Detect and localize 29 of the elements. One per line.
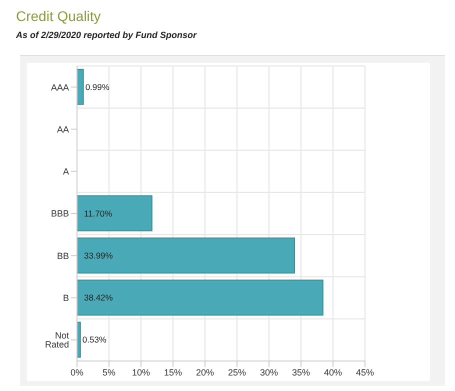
y-tick-label: AA	[56, 124, 69, 134]
x-tick-label: 40%	[324, 367, 342, 378]
y-tick-label: BB	[56, 250, 69, 261]
bar	[77, 322, 81, 358]
data-label: 33.99%	[84, 250, 114, 260]
bar	[77, 280, 324, 316]
data-label: 0.53%	[82, 334, 107, 345]
chart-subtitle: As of 2/29/2020 reported by Fund Sponsor	[16, 30, 198, 42]
x-tick-label: 0%	[70, 367, 84, 378]
data-label: 0.99%	[85, 82, 110, 92]
x-tick-label: 10%	[132, 367, 150, 378]
y-tick-label: B	[62, 292, 69, 303]
data-label: 11.70%	[84, 208, 113, 218]
x-tick-label: 45%	[356, 367, 374, 378]
x-tick-label: 5%	[102, 367, 116, 378]
x-tick-label: 25%	[228, 367, 246, 378]
x-tick-label: 20%	[196, 367, 214, 378]
y-tick-label: AAA	[50, 82, 69, 92]
x-tick-label: 30%	[260, 367, 278, 378]
x-tick-label: 15%	[164, 367, 182, 378]
chart-title: Credit Quality	[16, 8, 102, 26]
y-tick-label: BBB	[50, 208, 69, 219]
y-tick-label: Not Rated	[44, 330, 70, 350]
y-tick-label: A	[62, 166, 69, 177]
bar	[77, 68, 84, 105]
data-label: 38.42%	[84, 292, 114, 303]
bar	[77, 237, 296, 274]
x-tick-label: 35%	[292, 367, 310, 378]
bar	[77, 195, 152, 232]
